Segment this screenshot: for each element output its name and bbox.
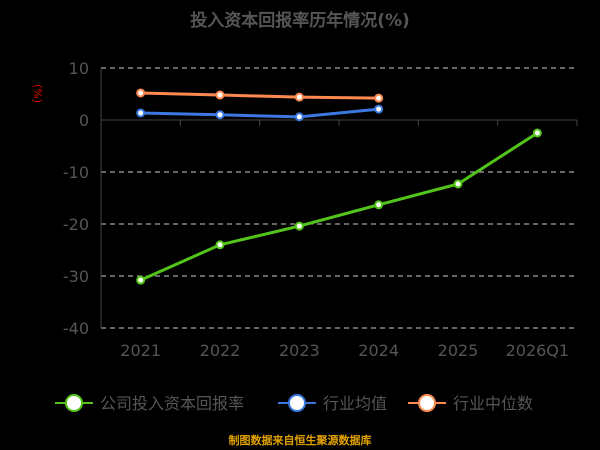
data-point <box>215 110 225 120</box>
series-line <box>140 131 539 282</box>
x-tick-label: 2025 <box>438 341 479 360</box>
series-line <box>140 107 379 119</box>
data-point <box>294 92 304 102</box>
data-point <box>374 200 384 210</box>
y-tick-label: -10 <box>63 163 89 182</box>
series-line <box>140 91 379 100</box>
y-tick-label: 10 <box>69 59 89 78</box>
x-tick-label: 2021 <box>120 341 161 360</box>
data-point <box>532 128 542 138</box>
legend-marker <box>65 394 83 412</box>
data-point <box>136 88 146 98</box>
data-point <box>215 240 225 250</box>
y-tick-label: -30 <box>63 267 89 286</box>
data-point <box>374 93 384 103</box>
x-tick-label: 2026Q1 <box>506 341 570 360</box>
data-point <box>136 108 146 118</box>
legend-label: 公司投入资本回报率 <box>100 394 244 413</box>
y-tick-label: -20 <box>63 215 89 234</box>
y-tick-label: 0 <box>79 111 89 130</box>
data-point <box>294 221 304 231</box>
x-tick-label: 2023 <box>279 341 320 360</box>
legend-label: 行业均值 <box>323 394 387 413</box>
data-point <box>215 90 225 100</box>
data-point <box>374 104 384 114</box>
x-tick-label: 2022 <box>200 341 241 360</box>
legend-label: 行业中位数 <box>453 394 533 413</box>
source-note: 制图数据来自恒生聚源数据库 <box>228 434 372 447</box>
y-tick-label: -40 <box>63 319 89 338</box>
legend-marker <box>288 394 306 412</box>
data-point <box>136 275 146 285</box>
chart-title: 投入资本回报率历年情况(%) <box>190 11 410 31</box>
data-point <box>453 179 463 189</box>
data-point <box>294 112 304 122</box>
x-tick-label: 2024 <box>358 341 399 360</box>
legend-marker <box>418 394 436 412</box>
